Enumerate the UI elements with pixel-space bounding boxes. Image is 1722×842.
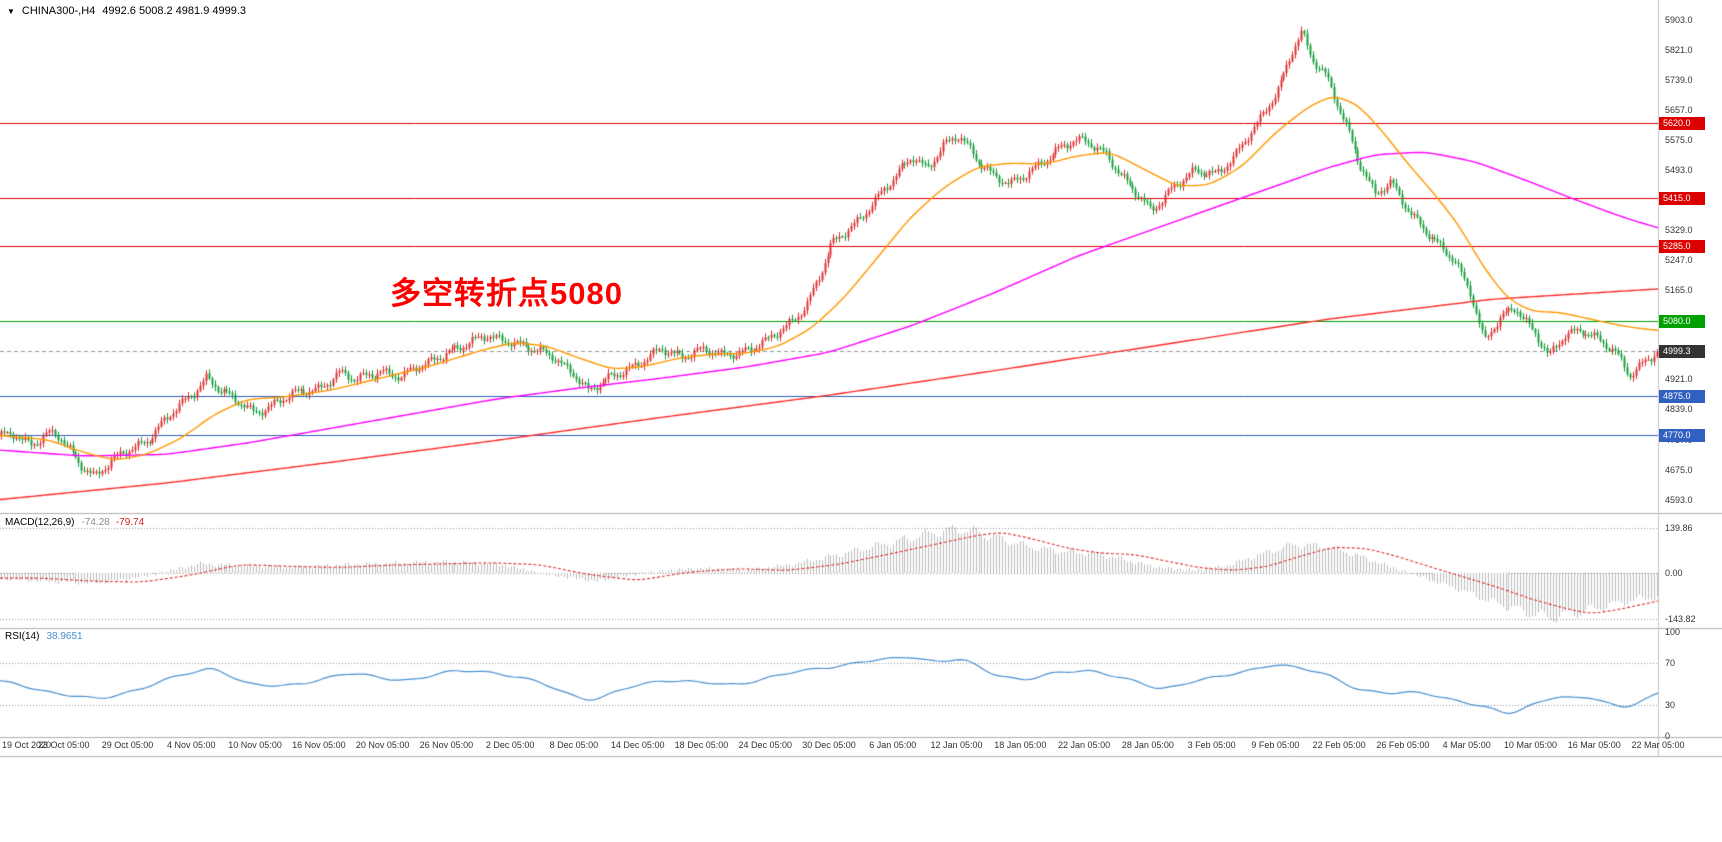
time-label: 19 Oct 2020 xyxy=(2,740,52,750)
time-label: 23 Oct 05:00 xyxy=(37,740,90,750)
price-tick: 5575.0 xyxy=(1665,134,1693,145)
current-price-badge: 4999.3 xyxy=(1659,344,1705,358)
price-level-badge: 5285.0 xyxy=(1659,240,1705,254)
price-tick: 4593.0 xyxy=(1665,494,1693,505)
symbol-info: ▼ CHINA300-,H4 4992.6 5008.2 4981.9 4999… xyxy=(7,5,246,17)
price-tick: 4675.0 xyxy=(1665,464,1693,475)
chart-annotation: 多空转折点5080 xyxy=(390,276,623,311)
rsi-value: 38.9651 xyxy=(46,631,83,642)
time-label: 14 Dec 05:00 xyxy=(610,740,665,750)
macd-tick: 0.00 xyxy=(1665,567,1683,578)
time-label: 10 Mar 05:00 xyxy=(1503,740,1557,750)
time-label: 16 Nov 05:00 xyxy=(292,740,346,750)
macd-signal-value: -79.74 xyxy=(115,517,145,528)
time-label: 28 Jan 05:00 xyxy=(1121,740,1174,750)
macd-name: MACD(12,26,9) xyxy=(5,517,75,528)
macd-tick: 139.86 xyxy=(1665,523,1693,534)
rsi-tick: 0 xyxy=(1665,731,1671,741)
price-tick: 5657.0 xyxy=(1665,104,1693,115)
price-tick: 4921.0 xyxy=(1665,374,1693,385)
price-tick: 5903.0 xyxy=(1665,14,1693,25)
price-level-badge: 5415.0 xyxy=(1659,192,1705,206)
time-label: 26 Nov 05:00 xyxy=(419,740,474,750)
time-label: 9 Feb 05:00 xyxy=(1251,740,1300,750)
time-label: 20 Nov 05:00 xyxy=(355,740,410,750)
price-level-badge: 5080.0 xyxy=(1659,315,1705,329)
time-label: 26 Feb 05:00 xyxy=(1376,740,1430,750)
time-label: 18 Jan 05:00 xyxy=(994,740,1047,750)
time-label: 22 Jan 05:00 xyxy=(1058,740,1111,750)
time-axis[interactable]: 19 Oct 2020 23 Oct 05:00 29 Oct 05:00 4 Nov… xyxy=(0,738,1722,756)
price-tick: 4839.0 xyxy=(1665,404,1693,415)
price-tick: 5821.0 xyxy=(1665,44,1693,55)
time-label: 22 Mar 05:00 xyxy=(1631,740,1685,750)
time-label: 29 Oct 05:00 xyxy=(101,740,154,750)
time-label: 16 Mar 05:00 xyxy=(1567,740,1621,750)
price-level-badge: 4770.0 xyxy=(1659,428,1705,442)
symbol-label: CHINA300-,H4 xyxy=(21,5,96,17)
time-label: 10 Nov 05:00 xyxy=(228,740,282,750)
rsi-name: RSI(14) xyxy=(5,631,40,642)
time-label: 12 Jan 05:00 xyxy=(930,740,983,750)
time-label: 24 Dec 05:00 xyxy=(738,740,792,750)
time-label: 18 Dec 05:00 xyxy=(674,740,729,750)
rsi-tick: 100 xyxy=(1665,627,1681,637)
price-tick: 5165.0 xyxy=(1665,285,1693,296)
macd-panel-label: MACD(12,26,9) -74.28 -79.74 xyxy=(5,517,144,528)
rsi-panel-label: RSI(14) 38.9651 xyxy=(5,631,83,642)
time-label: 22 Feb 05:00 xyxy=(1312,740,1366,750)
time-label: 4 Nov 05:00 xyxy=(167,740,216,750)
price-tick: 5247.0 xyxy=(1665,255,1693,265)
macd-main-value: -74.28 xyxy=(81,517,110,528)
price-tick: 5739.0 xyxy=(1665,74,1693,85)
symbol-dropdown-icon[interactable]: ▼ xyxy=(7,6,15,16)
price-axis[interactable]: 5903.05821.05739.05657.05575.05493.05411… xyxy=(1658,0,1722,756)
price-level-badge: 5620.0 xyxy=(1659,117,1705,131)
price-tick: 5329.0 xyxy=(1665,224,1693,235)
time-label: 8 Dec 05:00 xyxy=(549,740,599,750)
time-label: 2 Dec 05:00 xyxy=(485,740,535,750)
macd-tick: -143.82 xyxy=(1665,613,1696,624)
time-label: 6 Jan 05:00 xyxy=(869,740,917,750)
symbol-ohlc: 4992.6 5008.2 4981.9 4999.3 xyxy=(102,5,247,17)
time-label: 3 Feb 05:00 xyxy=(1187,740,1236,750)
price-tick: 5493.0 xyxy=(1665,164,1693,175)
time-label: 4 Mar 05:00 xyxy=(1442,740,1491,750)
price-level-badge: 4875.0 xyxy=(1659,390,1705,404)
rsi-tick: 70 xyxy=(1665,658,1676,669)
time-label: 30 Dec 05:00 xyxy=(802,740,856,750)
rsi-tick: 30 xyxy=(1665,699,1676,710)
